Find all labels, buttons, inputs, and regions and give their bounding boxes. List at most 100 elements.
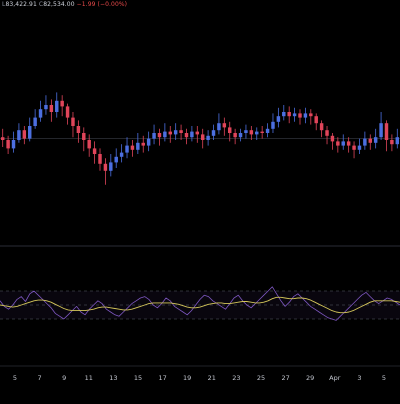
candle[interactable] (82, 127, 86, 152)
candle-body (298, 113, 302, 118)
candle[interactable] (330, 133, 335, 150)
candle-body (395, 137, 400, 145)
candle-body (292, 113, 297, 117)
candle[interactable] (92, 141, 97, 164)
candle[interactable] (49, 99, 54, 122)
candle[interactable] (228, 121, 232, 142)
candle[interactable] (55, 92, 59, 118)
candle[interactable] (87, 134, 91, 157)
signal-line[interactable] (0, 296, 400, 314)
time-tick-label: 17 (158, 374, 166, 382)
candle-body (119, 152, 124, 157)
candle[interactable] (119, 144, 124, 163)
candle[interactable] (271, 113, 275, 133)
candle[interactable] (255, 127, 259, 140)
candle[interactable] (163, 123, 167, 142)
candle[interactable] (190, 126, 194, 142)
candle-body (71, 117, 75, 126)
candle[interactable] (238, 128, 243, 142)
candle[interactable] (233, 128, 237, 145)
candle[interactable] (363, 131, 367, 150)
candle-body (379, 123, 383, 138)
candle[interactable] (65, 103, 70, 125)
candle[interactable] (98, 148, 102, 171)
candle[interactable] (260, 126, 264, 139)
candle[interactable] (325, 126, 329, 145)
candle[interactable] (0, 128, 5, 147)
candle[interactable] (368, 134, 372, 150)
candle[interactable] (125, 137, 129, 159)
candle[interactable] (76, 120, 81, 143)
candle[interactable] (173, 123, 178, 140)
candle[interactable] (249, 126, 254, 140)
candle-body (341, 141, 345, 146)
candle[interactable] (357, 138, 362, 154)
oscillator-line[interactable] (0, 286, 400, 321)
candle[interactable] (206, 130, 210, 146)
candle[interactable] (373, 128, 378, 149)
time-axis[interactable]: 5 7 9 11 13 15 17 19 21 23 25 27 29 Apr 3 5 (13, 374, 386, 382)
candle[interactable] (71, 112, 75, 138)
candle[interactable] (168, 126, 172, 143)
candle[interactable] (292, 107, 297, 122)
candle[interactable] (114, 148, 118, 168)
candle[interactable] (11, 131, 16, 153)
price-pane[interactable] (0, 92, 400, 185)
candle[interactable] (276, 107, 281, 128)
candle-body (11, 140, 16, 149)
time-tick-label: 7 (38, 374, 42, 382)
candle[interactable] (6, 135, 10, 154)
candle[interactable] (28, 117, 32, 142)
candle-body (346, 141, 351, 146)
candle[interactable] (341, 134, 345, 150)
candle[interactable] (136, 133, 140, 154)
candle[interactable] (179, 124, 183, 140)
candle[interactable] (319, 120, 324, 138)
candle-body (233, 133, 237, 138)
candle[interactable] (336, 137, 340, 153)
candle[interactable] (309, 109, 313, 125)
candle[interactable] (314, 113, 318, 131)
candle[interactable] (298, 109, 302, 125)
candle[interactable] (60, 95, 64, 117)
candle[interactable] (130, 140, 135, 157)
candle[interactable] (33, 109, 37, 129)
candle[interactable] (395, 128, 400, 149)
time-tick-label: 25 (257, 374, 265, 382)
candle[interactable] (103, 158, 108, 185)
candle[interactable] (184, 128, 189, 145)
oscillator-pane[interactable] (0, 286, 400, 321)
candle[interactable] (146, 131, 151, 152)
candle[interactable] (22, 126, 27, 145)
candle[interactable] (303, 107, 308, 124)
candle[interactable] (44, 95, 48, 115)
candle[interactable] (265, 123, 270, 138)
candle-body (141, 142, 145, 146)
candle[interactable] (346, 137, 351, 153)
time-tick-label: 21 (208, 374, 216, 382)
time-tick-label: 9 (62, 374, 66, 382)
candle-body (130, 145, 135, 150)
candle[interactable] (244, 124, 248, 139)
candle[interactable] (352, 141, 356, 159)
candle[interactable] (141, 135, 145, 153)
candle[interactable] (222, 117, 227, 136)
candle[interactable] (109, 154, 113, 177)
candle[interactable] (384, 120, 389, 152)
candle[interactable] (38, 100, 43, 122)
candle[interactable] (211, 124, 216, 140)
candle[interactable] (17, 123, 21, 143)
candle[interactable] (217, 113, 221, 135)
candle[interactable] (390, 134, 394, 152)
candle[interactable] (152, 124, 156, 145)
candle-body (168, 131, 172, 135)
candle[interactable] (287, 106, 291, 124)
ohlc-legend: L83,422.91 C82,534.00 −1.99 (−0.00%) (2, 1, 127, 8)
candle[interactable] (200, 128, 205, 149)
candle[interactable] (379, 112, 383, 140)
candle[interactable] (195, 126, 200, 143)
candle[interactable] (282, 105, 286, 121)
candle[interactable] (157, 128, 162, 146)
